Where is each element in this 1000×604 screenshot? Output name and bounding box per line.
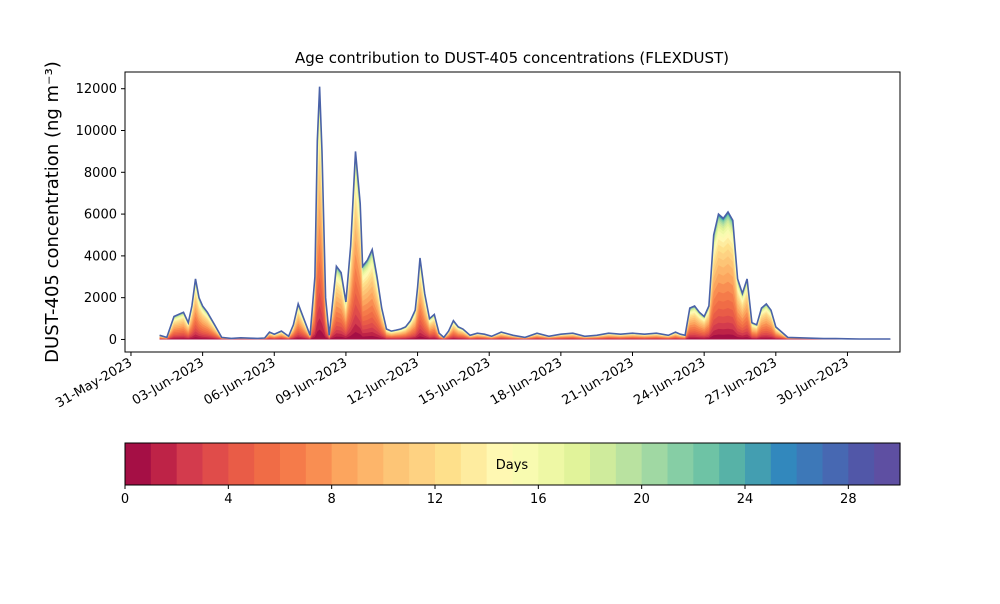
colorbar-segment-26 bbox=[796, 443, 824, 485]
colorbar-tick-label-0: 0 bbox=[121, 492, 129, 507]
colorbar-tick-label-20: 20 bbox=[633, 492, 650, 507]
colorbar-tick-label-12: 12 bbox=[427, 492, 444, 507]
colorbar-segment-11 bbox=[409, 443, 436, 485]
colorbar-tick-label-28: 28 bbox=[840, 492, 857, 507]
colorbar-segment-20 bbox=[641, 443, 669, 485]
total-concentration-line bbox=[159, 86, 891, 340]
age-layer-14 bbox=[159, 128, 891, 340]
age-layer-19 bbox=[159, 98, 891, 340]
chart-title: Age contribution to DUST-405 concentrati… bbox=[295, 49, 729, 67]
colorbar-segment-19 bbox=[615, 443, 643, 485]
colorbar-segment-4 bbox=[228, 443, 255, 485]
colorbar-tick-label-16: 16 bbox=[530, 492, 547, 507]
y-tick-label-6000: 6000 bbox=[84, 208, 117, 223]
plot-area: 0 2000 4000 6000 8000 10000 12000 31-May-202303… bbox=[53, 71, 901, 411]
colorbar-segment-18 bbox=[590, 443, 617, 485]
colorbar-segment-7 bbox=[305, 443, 333, 485]
y-tick-label-2000: 2000 bbox=[84, 291, 117, 306]
colorbar-segment-2 bbox=[176, 443, 204, 485]
x-tick-label-10: 30-Jun-2023 bbox=[775, 355, 852, 408]
colorbar-segment-13 bbox=[460, 443, 488, 485]
colorbar-segment-10 bbox=[383, 443, 410, 485]
colorbar-segment-25 bbox=[770, 443, 798, 485]
age-layer-15 bbox=[159, 120, 891, 340]
age-layer-12 bbox=[159, 148, 891, 340]
colorbar-segment-3 bbox=[202, 443, 229, 485]
colorbar-segment-0 bbox=[125, 443, 152, 485]
age-layer-29 bbox=[159, 86, 891, 340]
x-tick-label-0: 31-May-2023 bbox=[53, 355, 135, 411]
colorbar-segment-5 bbox=[254, 443, 281, 485]
age-layer-27 bbox=[159, 88, 891, 340]
colorbar-tick-label-8: 8 bbox=[328, 492, 336, 507]
age-layer-25 bbox=[159, 89, 891, 340]
colorbar-segment-24 bbox=[745, 443, 772, 485]
x-tick-label-5: 15-Jun-2023 bbox=[416, 355, 493, 408]
age-layer-24 bbox=[159, 90, 891, 340]
x-tick-label-8: 24-Jun-2023 bbox=[631, 355, 708, 408]
colorbar-segment-29 bbox=[874, 443, 901, 485]
age-layer-6 bbox=[159, 243, 891, 340]
y-tick-label-4000: 4000 bbox=[84, 249, 117, 264]
x-tick-label-3: 09-Jun-2023 bbox=[273, 355, 350, 408]
plot-frame bbox=[124, 71, 901, 353]
age-layer-23 bbox=[159, 90, 891, 340]
colorbar-tick-label-4: 4 bbox=[224, 492, 232, 507]
y-axis-label: DUST-405 concentration (ng m⁻³) bbox=[42, 61, 63, 363]
x-tick-label-7: 21-Jun-2023 bbox=[560, 355, 637, 408]
y-tick-label-10000: 10000 bbox=[76, 124, 117, 139]
age-layer-7 bbox=[159, 224, 891, 340]
age-layer-20 bbox=[159, 95, 891, 340]
colorbar-segment-14 bbox=[486, 443, 514, 485]
colorbar-segment-21 bbox=[667, 443, 694, 485]
age-layer-26 bbox=[159, 88, 891, 340]
age-layer-22 bbox=[159, 91, 891, 340]
age-layer-28 bbox=[159, 87, 891, 340]
age-layer-17 bbox=[159, 108, 891, 340]
age-layer-16 bbox=[159, 113, 891, 340]
colorbar-segment-27 bbox=[822, 443, 849, 485]
age-layer-18 bbox=[159, 103, 891, 340]
y-tick-label-0: 0 bbox=[109, 333, 117, 348]
colorbar-segment-16 bbox=[538, 443, 565, 485]
colorbar-frame bbox=[124, 442, 901, 486]
colorbar-segment-1 bbox=[150, 443, 178, 485]
x-tick-label-1: 03-Jun-2023 bbox=[130, 355, 207, 408]
colorbar-segment-28 bbox=[848, 443, 875, 485]
colorbar-segment-23 bbox=[719, 443, 746, 485]
x-tick-label-6: 18-Jun-2023 bbox=[488, 355, 565, 408]
y-tick-label-8000: 8000 bbox=[84, 166, 117, 181]
x-tick-label-2: 06-Jun-2023 bbox=[201, 355, 278, 408]
age-layer-4 bbox=[159, 277, 891, 340]
age-layer-8 bbox=[159, 206, 891, 340]
age-layer-10 bbox=[159, 174, 891, 340]
colorbar-segment-6 bbox=[280, 443, 307, 485]
age-layer-13 bbox=[159, 137, 891, 340]
colorbar-segment-17 bbox=[564, 443, 591, 485]
colorbar-segment-9 bbox=[357, 443, 384, 485]
colorbar-segment-12 bbox=[435, 443, 462, 485]
age-layer-21 bbox=[159, 93, 891, 340]
age-layer-9 bbox=[159, 189, 891, 340]
x-tick-label-9: 27-Jun-2023 bbox=[703, 355, 780, 408]
colorbar-label: Days bbox=[496, 458, 529, 473]
colorbar-segment-15 bbox=[512, 443, 539, 485]
colorbar-tick-label-24: 24 bbox=[737, 492, 754, 507]
x-tick-label-4: 12-Jun-2023 bbox=[345, 355, 422, 408]
age-layer-11 bbox=[159, 160, 891, 340]
colorbar-segment-22 bbox=[693, 443, 720, 485]
y-tick-label-12000: 12000 bbox=[76, 82, 117, 97]
colorbar-segment-8 bbox=[331, 443, 359, 485]
colorbar: 0 4 8 12 16 20 24 28 bbox=[121, 442, 901, 507]
age-layer-5 bbox=[159, 260, 891, 340]
